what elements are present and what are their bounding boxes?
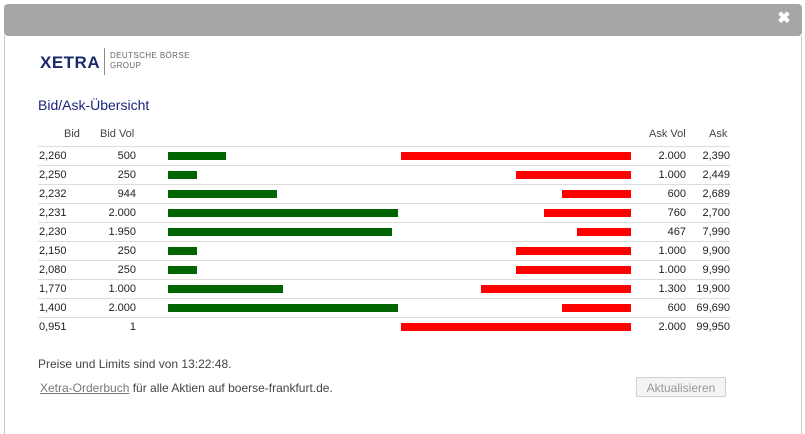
ask-volume-bar	[516, 247, 631, 255]
ask-volume-bar	[577, 228, 631, 236]
bid-volume: 2.000	[108, 207, 136, 219]
bid-volume: 944	[117, 188, 136, 200]
bid-volume-bar	[168, 285, 283, 293]
bid-price: 0,951	[39, 321, 67, 333]
ask-volume: 760	[667, 207, 686, 219]
dialog-frame	[4, 36, 802, 434]
ask-volume: 2.000	[658, 321, 686, 333]
bid-volume-bar	[168, 190, 277, 198]
ask-volume-bar	[562, 304, 631, 312]
footer-note: Xetra-Orderbuch für alle Aktien auf boer…	[40, 381, 333, 395]
table-row: 2,150 250 1.000 9,900	[38, 241, 730, 260]
table-row: 2,230 1.950 467 7,990	[38, 222, 730, 241]
bid-volume-bar	[168, 266, 197, 274]
table-row: 2,250 250 1.000 2,449	[38, 165, 730, 184]
column-header-ask-vol: Ask Vol	[649, 128, 686, 140]
column-header-bid-vol: Bid Vol	[100, 128, 135, 140]
ask-volume-bar	[544, 209, 631, 217]
ask-volume: 1.000	[658, 169, 686, 181]
ask-volume: 600	[667, 302, 686, 314]
bid-volume-bar	[168, 209, 398, 217]
bid-price: 1,770	[39, 283, 67, 295]
ask-price: 9,990	[702, 264, 730, 276]
logo-divider	[104, 48, 105, 75]
ask-volume: 2.000	[658, 150, 686, 162]
bid-volume-bar	[168, 228, 392, 236]
ask-price: 69,690	[696, 302, 730, 314]
bid-volume-bar	[168, 304, 398, 312]
bid-price: 2,230	[39, 226, 67, 238]
ask-price: 2,689	[702, 188, 730, 200]
logo-group-line1: DEUTSCHE BÖRSE	[110, 51, 190, 60]
table-row: 2,260 500 2.000 2,390	[38, 146, 730, 165]
orderbook-link[interactable]: Xetra-Orderbuch	[40, 381, 130, 395]
close-icon[interactable]: ✖	[777, 10, 791, 27]
ask-price: 99,950	[696, 321, 730, 333]
bid-volume: 250	[117, 264, 136, 276]
ask-volume-bar	[401, 152, 631, 160]
footer-link-suffix: für alle Aktien auf boerse-frankfurt.de.	[129, 381, 333, 395]
dialog-titlebar: ✖	[4, 4, 802, 36]
bid-price: 2,232	[39, 188, 67, 200]
ask-volume: 467	[667, 226, 686, 238]
ask-volume-bar	[481, 285, 631, 293]
ask-volume: 600	[667, 188, 686, 200]
page-title: Bid/Ask-Übersicht	[38, 97, 150, 113]
ask-volume: 1.000	[658, 264, 686, 276]
ask-price: 2,700	[702, 207, 730, 219]
ask-volume-bar	[401, 323, 631, 331]
orderbook-table: 2,260 500 2.000 2,390 2,250 250 1.000 2,449 2,23…	[38, 146, 730, 336]
logo-brand: XETRA	[40, 53, 101, 72]
bid-price: 1,400	[39, 302, 67, 314]
bid-volume: 1.000	[108, 283, 136, 295]
bid-volume: 250	[117, 245, 136, 257]
logo-group-line2: GROUP	[110, 61, 142, 70]
bid-price: 2,260	[39, 150, 67, 162]
bid-volume: 1.950	[108, 226, 136, 238]
bid-price: 2,250	[39, 169, 67, 181]
ask-volume: 1.000	[658, 245, 686, 257]
table-row: 1,400 2.000 600 69,690	[38, 298, 730, 317]
table-row: 1,770 1.000 1.300 19,900	[38, 279, 730, 298]
bid-volume-bar	[168, 152, 226, 160]
ask-price: 2,449	[702, 169, 730, 181]
bid-volume-bar	[168, 171, 197, 179]
bid-price: 2,080	[39, 264, 67, 276]
bid-volume-bar	[168, 247, 197, 255]
logo-group-text: DEUTSCHE BÖRSE GROUP	[110, 51, 230, 71]
bid-volume: 1	[129, 321, 136, 333]
ask-price: 9,900	[702, 245, 730, 257]
ask-volume-bar	[562, 190, 631, 198]
ask-volume: 1.300	[658, 283, 686, 295]
ask-volume-bar	[516, 171, 631, 179]
ask-price: 2,390	[702, 150, 730, 162]
ask-price: 19,900	[696, 283, 730, 295]
table-row: 2,080 250 1.000 9,990	[38, 260, 730, 279]
bid-price: 2,231	[39, 207, 67, 219]
ask-price: 7,990	[702, 226, 730, 238]
column-header-ask: Ask	[709, 128, 728, 140]
table-row: 2,232 944 600 2,689	[38, 184, 730, 203]
bid-volume: 2.000	[108, 302, 136, 314]
table-row: 0,951 1 2.000 99,950	[38, 317, 730, 336]
bid-volume: 250	[117, 169, 136, 181]
ask-volume-bar	[516, 266, 631, 274]
refresh-button[interactable]: Aktualisieren	[636, 377, 726, 397]
bid-price: 2,150	[39, 245, 67, 257]
price-timestamp: Preise und Limits sind von 13:22:48.	[38, 357, 232, 371]
table-row: 2,231 2.000 760 2,700	[38, 203, 730, 222]
bid-volume: 500	[117, 150, 136, 162]
column-header-bid: Bid	[64, 128, 80, 140]
